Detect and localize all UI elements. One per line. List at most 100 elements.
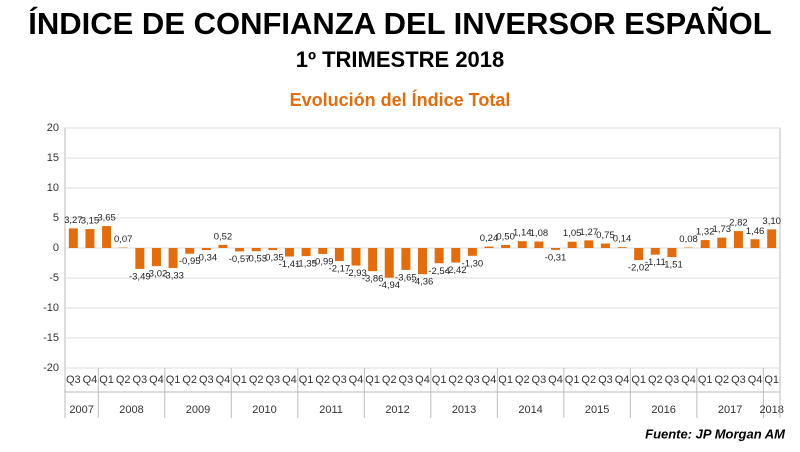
chart-title: Evolución del Índice Total — [290, 89, 511, 110]
bar — [534, 242, 543, 248]
bar — [318, 248, 327, 254]
bar — [302, 248, 311, 256]
bar — [717, 238, 726, 248]
x-tick-label: Q4 — [415, 374, 430, 386]
x-tick-label: Q3 — [665, 374, 680, 386]
bar — [451, 248, 460, 263]
page-title: ÍNDICE DE CONFIANZA DEL INVERSOR ESPAÑOL — [28, 6, 772, 41]
x-tick-label: Q1 — [764, 374, 779, 386]
bar — [435, 248, 444, 263]
bar — [69, 228, 78, 248]
x-tick-label: Q2 — [382, 374, 397, 386]
bar — [135, 248, 144, 269]
x-tick-label: Q4 — [482, 374, 497, 386]
year-label: 2017 — [718, 404, 742, 416]
bar — [401, 248, 410, 270]
value-label: 3,65 — [97, 213, 116, 224]
y-tick-label: -15 — [43, 332, 59, 344]
bar — [568, 242, 577, 248]
x-tick-label: Q1 — [565, 374, 580, 386]
y-tick-label: 10 — [47, 182, 59, 194]
bar — [85, 229, 94, 248]
x-tick-label: Q1 — [498, 374, 513, 386]
year-label: 2011 — [319, 404, 343, 416]
x-tick-label: Q2 — [648, 374, 663, 386]
x-tick-label: Q4 — [681, 374, 696, 386]
x-tick-label: Q2 — [249, 374, 264, 386]
value-label: 1,46 — [746, 226, 765, 237]
year-label: 2015 — [585, 404, 609, 416]
x-tick-label: Q3 — [731, 374, 746, 386]
bar — [252, 248, 261, 251]
bar — [618, 247, 627, 248]
x-tick-label: Q1 — [432, 374, 447, 386]
y-tick-label: 15 — [47, 152, 59, 164]
bar — [335, 248, 344, 261]
bar — [651, 248, 660, 255]
value-label: -1,51 — [661, 260, 683, 271]
year-label: 2007 — [69, 404, 93, 416]
bar — [152, 248, 161, 266]
bar — [418, 248, 427, 274]
x-tick-label: Q4 — [216, 374, 231, 386]
x-tick-label: Q2 — [515, 374, 530, 386]
x-tick-label: Q3 — [465, 374, 480, 386]
bar — [468, 248, 477, 256]
y-tick-label: 0 — [53, 242, 59, 254]
x-tick-label: Q2 — [182, 374, 197, 386]
year-label: 2010 — [252, 404, 276, 416]
x-tick-label: Q4 — [282, 374, 297, 386]
bar — [634, 248, 643, 260]
y-tick-label: 20 — [47, 122, 59, 134]
x-tick-label: Q1 — [631, 374, 646, 386]
x-tick-label: Q4 — [83, 374, 98, 386]
year-label: 2016 — [651, 404, 675, 416]
x-tick-label: Q3 — [598, 374, 613, 386]
bar — [501, 245, 510, 248]
bar — [285, 248, 294, 256]
bar — [351, 248, 360, 266]
x-tick-label: Q1 — [299, 374, 314, 386]
value-label: 1,08 — [530, 228, 549, 239]
source: Fuente: JP Morgan AM — [645, 426, 786, 441]
bar — [601, 244, 610, 249]
bar — [734, 231, 743, 248]
x-tick-label: Q4 — [349, 374, 364, 386]
bar — [751, 239, 760, 248]
bar — [268, 248, 277, 250]
x-tick-label: Q1 — [232, 374, 247, 386]
value-label: -1,30 — [462, 258, 484, 269]
x-tick-label: Q1 — [698, 374, 713, 386]
bar — [767, 229, 776, 248]
bar — [185, 248, 194, 254]
year-label: 2014 — [518, 404, 542, 416]
x-tick-label: Q4 — [548, 374, 563, 386]
bar — [551, 248, 560, 250]
value-label: 0,52 — [214, 231, 233, 242]
bar — [235, 248, 244, 251]
y-tick-label: -5 — [49, 272, 59, 284]
value-label: -3,33 — [162, 270, 184, 281]
year-label: 2008 — [119, 404, 143, 416]
x-tick-label: Q2 — [714, 374, 729, 386]
bar — [667, 248, 676, 257]
year-label: 2012 — [385, 404, 409, 416]
value-label: -0,34 — [196, 253, 218, 264]
bar — [218, 245, 227, 248]
value-label: -0,31 — [545, 252, 567, 263]
x-tick-label: Q2 — [581, 374, 596, 386]
year-label: 2009 — [186, 404, 210, 416]
value-label: -4,36 — [412, 277, 434, 288]
x-tick-label: Q3 — [132, 374, 147, 386]
x-tick-label: Q1 — [365, 374, 380, 386]
bar — [385, 248, 394, 278]
x-tick-label: Q3 — [199, 374, 214, 386]
bar — [368, 248, 377, 271]
bar — [102, 226, 111, 248]
bar — [169, 248, 178, 268]
y-tick-label: -20 — [43, 362, 59, 374]
x-tick-label: Q4 — [615, 374, 630, 386]
bar — [584, 240, 593, 248]
bar — [701, 240, 710, 248]
